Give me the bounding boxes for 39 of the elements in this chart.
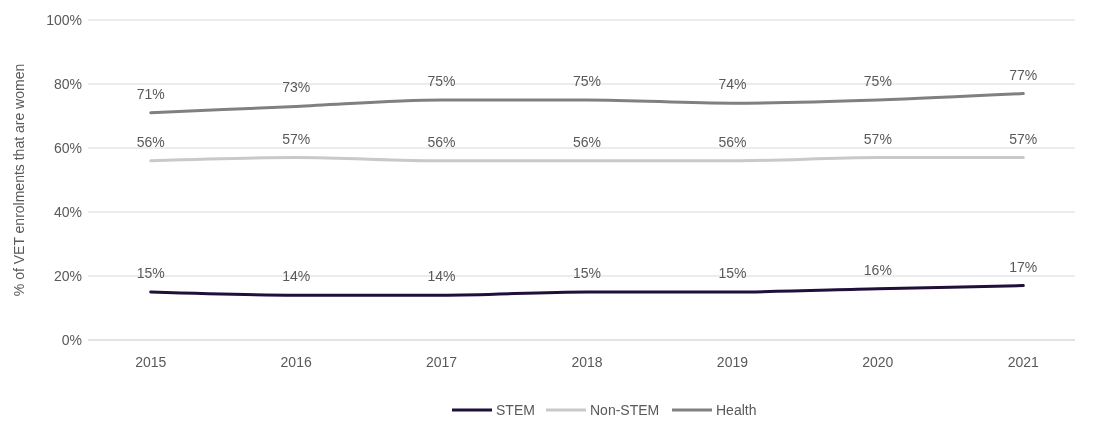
x-tick-label: 2019 xyxy=(716,354,749,370)
y-tick-label: 0% xyxy=(61,332,82,348)
legend-label: Non-STEM xyxy=(590,402,660,418)
x-tick-label: 2018 xyxy=(571,354,603,370)
y-tick-label: 60% xyxy=(53,140,82,156)
data-label: 73% xyxy=(282,79,311,96)
data-label: 71% xyxy=(136,85,165,102)
y-tick-label: 100% xyxy=(46,12,82,28)
data-label: 75% xyxy=(572,73,602,89)
y-tick-label: 20% xyxy=(53,268,82,284)
legend-label: STEM xyxy=(496,402,535,418)
x-tick-label: 2016 xyxy=(280,354,312,370)
data-label: 14% xyxy=(282,268,311,285)
y-tick-label: 40% xyxy=(53,204,82,220)
data-label: 74% xyxy=(718,76,747,93)
data-label: 75% xyxy=(427,73,456,89)
data-label: 56% xyxy=(136,133,165,150)
x-tick-label: 2020 xyxy=(862,354,894,370)
x-tick-label: 2017 xyxy=(425,354,458,370)
data-label: 56% xyxy=(427,133,456,150)
x-tick-label: 2015 xyxy=(135,354,167,370)
data-label: 17% xyxy=(1009,258,1038,275)
data-label: 57% xyxy=(282,130,311,147)
data-label: 15% xyxy=(718,265,747,281)
y-axis-title: % of VET enrolments that are women xyxy=(11,63,27,297)
data-label: 15% xyxy=(136,265,165,281)
y-tick-label: 80% xyxy=(53,76,82,92)
data-label: 57% xyxy=(863,130,892,147)
data-label: 77% xyxy=(1009,66,1038,83)
data-label: 16% xyxy=(863,261,892,278)
data-label: 15% xyxy=(572,265,602,281)
data-label: 57% xyxy=(1009,130,1038,147)
data-label: 75% xyxy=(863,73,892,89)
x-tick-label: 2021 xyxy=(1007,354,1040,370)
data-label: 56% xyxy=(718,133,747,150)
legend-label: Health xyxy=(716,402,757,418)
line-series xyxy=(149,284,1025,297)
data-label: 56% xyxy=(572,133,602,150)
data-label: 14% xyxy=(427,268,456,285)
